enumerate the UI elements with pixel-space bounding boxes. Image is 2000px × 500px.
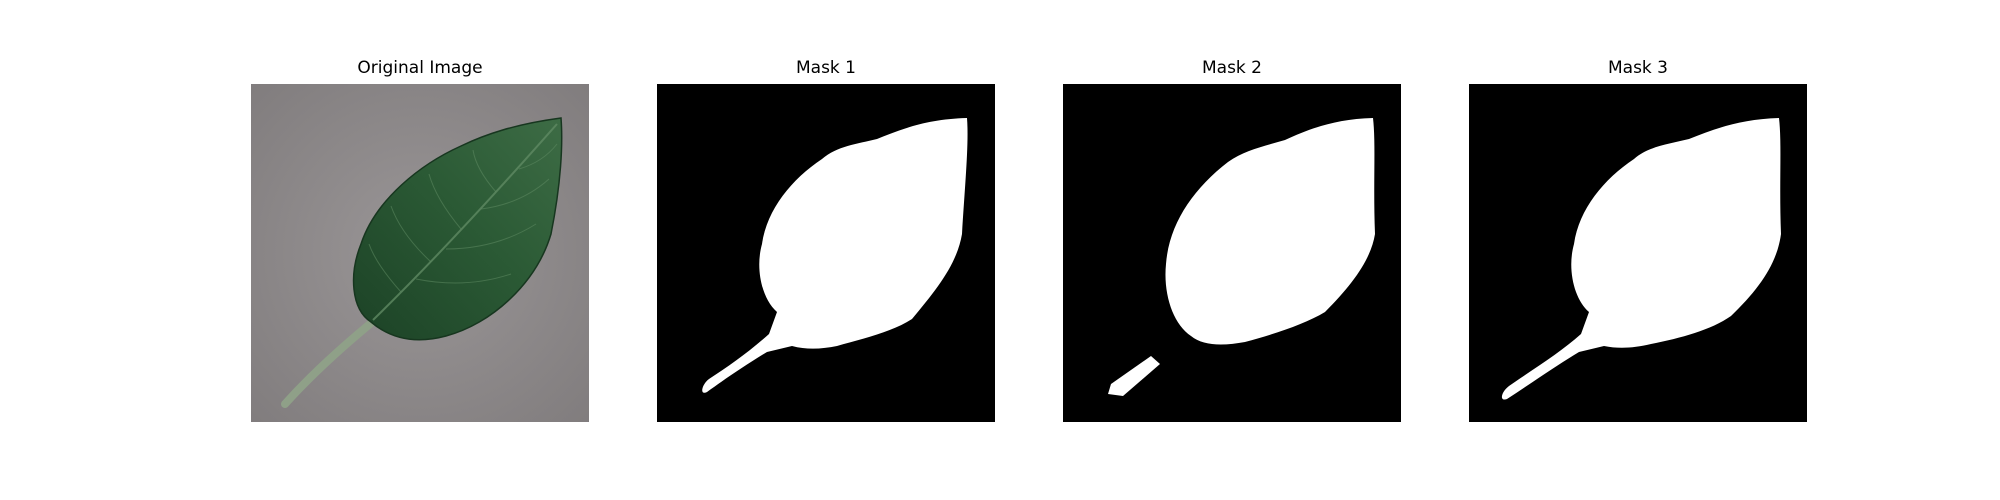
- mask-3-image: [1469, 84, 1807, 422]
- panel-mask-2: Mask 2: [1063, 0, 1401, 500]
- panel-title-original: Original Image: [357, 58, 483, 78]
- panel-title-mask-3: Mask 3: [1607, 58, 1668, 78]
- panel-title-mask-1: Mask 1: [795, 58, 856, 78]
- mask-1-image: [657, 84, 995, 422]
- panel-title-mask-2: Mask 2: [1201, 58, 1262, 78]
- panel-mask-1: Mask 1: [657, 0, 995, 500]
- mask-2-image: [1063, 84, 1401, 422]
- panel-original-image: Original Image: [251, 0, 589, 500]
- original-leaf-photo: [251, 84, 589, 422]
- panel-mask-3: Mask 3: [1469, 0, 1807, 500]
